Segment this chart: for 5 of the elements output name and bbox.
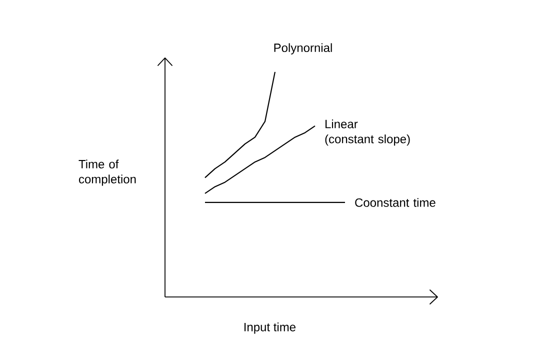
series-label: Coonstant time bbox=[355, 198, 436, 207]
x-axis-title: Input time bbox=[244, 322, 296, 334]
series-label: Linear (constant slope) bbox=[325, 119, 410, 146]
series-label: Polynornial bbox=[274, 43, 332, 54]
y-axis-title: Time of completion bbox=[78, 160, 136, 186]
